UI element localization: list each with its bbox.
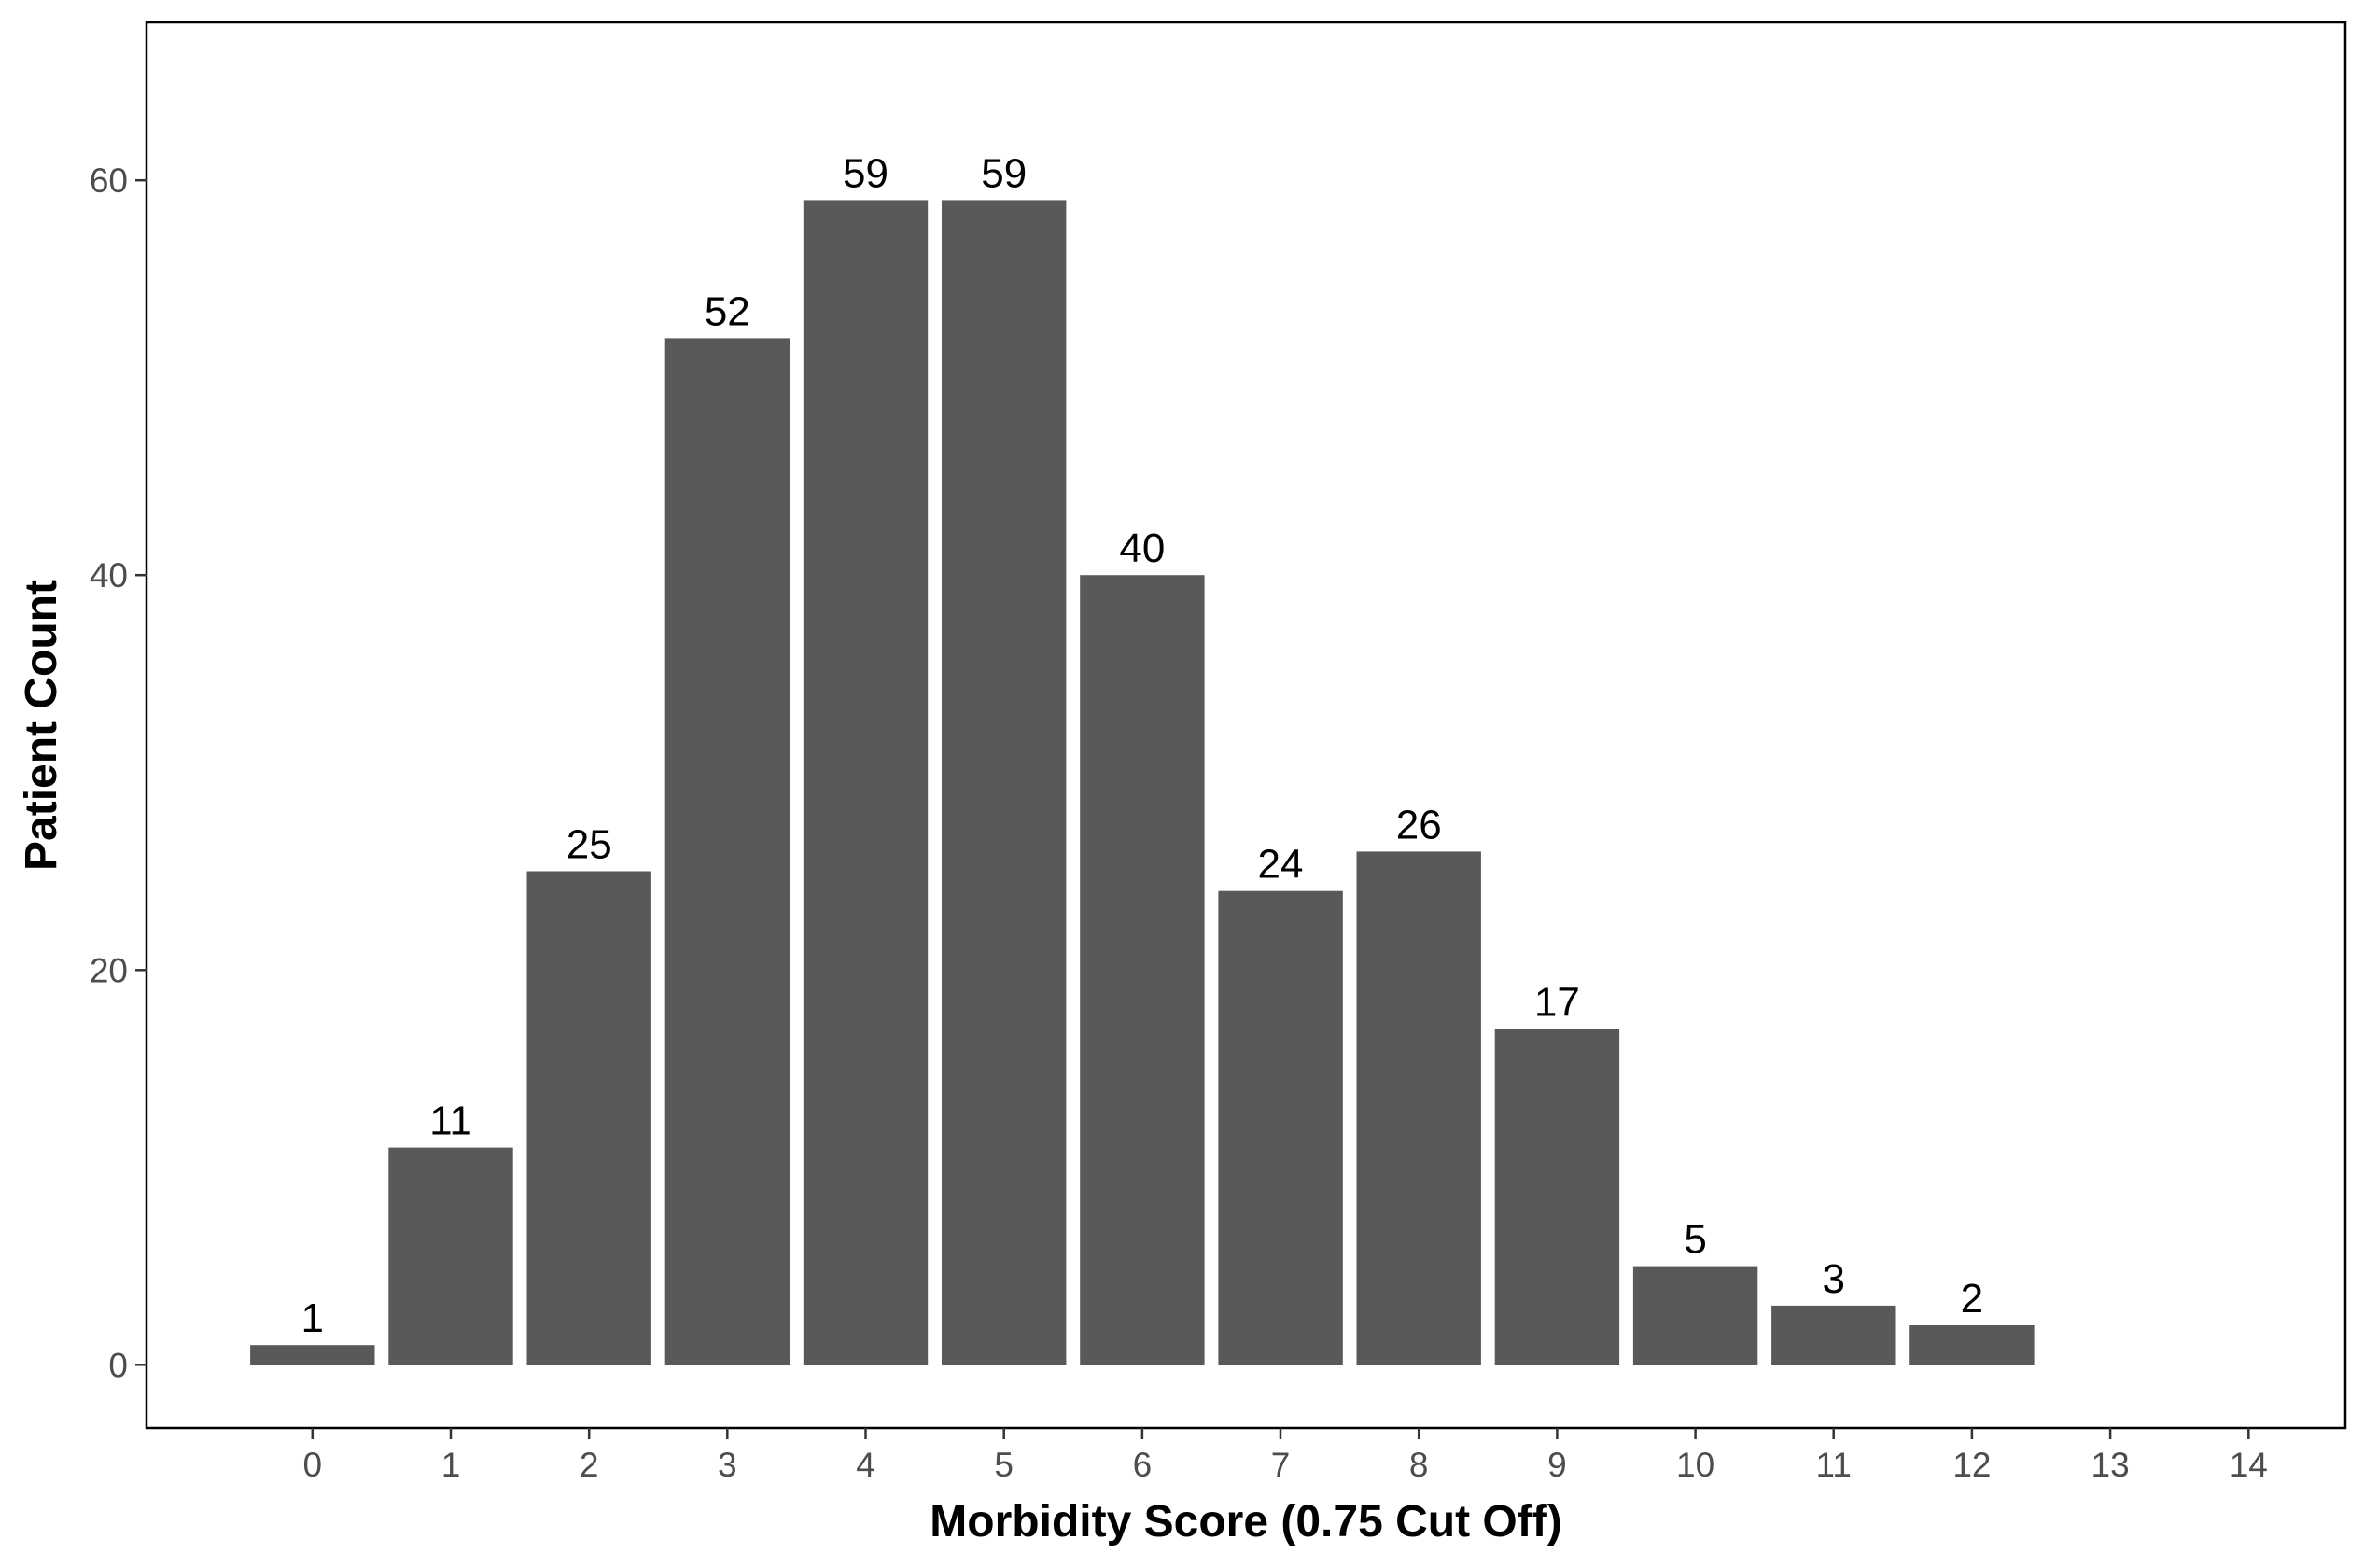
bar-value-label: 59: [981, 150, 1027, 196]
bar: [388, 1147, 513, 1365]
bar: [1080, 575, 1205, 1365]
y-tick-label: 0: [108, 1346, 128, 1384]
bar: [1494, 1029, 1620, 1365]
bar-value-label: 24: [1258, 842, 1304, 888]
bar-value-label: 26: [1396, 802, 1442, 847]
x-tick-label: 7: [1271, 1446, 1291, 1484]
y-axis: 0 20 40 60: [90, 161, 147, 1384]
y-tick-label: 40: [90, 556, 128, 595]
bar-value-label: 2: [1961, 1276, 1983, 1322]
bar: [1771, 1305, 1896, 1365]
x-tick-label: 10: [1676, 1446, 1714, 1484]
bar-value-label: 40: [1119, 525, 1165, 571]
bar: [1218, 890, 1343, 1365]
bar-value-label: 1: [301, 1295, 324, 1341]
x-tick-label: 1: [441, 1446, 461, 1484]
bar-value-label: 11: [429, 1099, 472, 1144]
y-axis-title: Patient Count: [17, 580, 66, 871]
x-tick-label: 9: [1547, 1446, 1567, 1484]
bar: [1632, 1266, 1758, 1365]
x-tick-label: 13: [2091, 1446, 2130, 1484]
bar-value-label: 3: [1822, 1256, 1844, 1302]
bar: [250, 1345, 375, 1365]
bar: [664, 338, 790, 1365]
bar-value-label: 52: [705, 288, 750, 334]
bar: [1356, 851, 1481, 1365]
bar: [942, 200, 1067, 1365]
bar-value-label: 59: [843, 150, 888, 196]
x-tick-label: 3: [718, 1446, 737, 1484]
bar-value-label: 5: [1684, 1217, 1706, 1263]
x-tick-label: 4: [856, 1446, 875, 1484]
x-tick-label: 14: [2230, 1446, 2268, 1484]
bar: [526, 871, 651, 1365]
x-tick-label: 12: [1952, 1446, 1991, 1484]
bar-value-label: 25: [567, 822, 612, 868]
plot-panel-border: [145, 21, 2347, 1430]
bar: [803, 200, 929, 1365]
x-axis-title: Morbidity Score (0.75 Cut Off): [930, 1497, 1561, 1547]
x-tick-label: 5: [994, 1446, 1014, 1484]
x-tick-label: 0: [303, 1446, 323, 1484]
y-tick-label: 20: [90, 951, 128, 989]
y-tick-label: 60: [90, 161, 128, 200]
bar-value-label: 17: [1534, 980, 1580, 1026]
x-tick-label: 2: [580, 1446, 599, 1484]
x-axis: 0 1 2 3 4 5 6 7 8 9 10 11 12 13 14: [303, 1428, 2268, 1484]
bar: [1909, 1325, 2035, 1365]
x-tick-label: 11: [1815, 1446, 1851, 1484]
x-tick-label: 8: [1409, 1446, 1429, 1484]
x-tick-label: 6: [1133, 1446, 1153, 1484]
bars: [250, 200, 2035, 1365]
